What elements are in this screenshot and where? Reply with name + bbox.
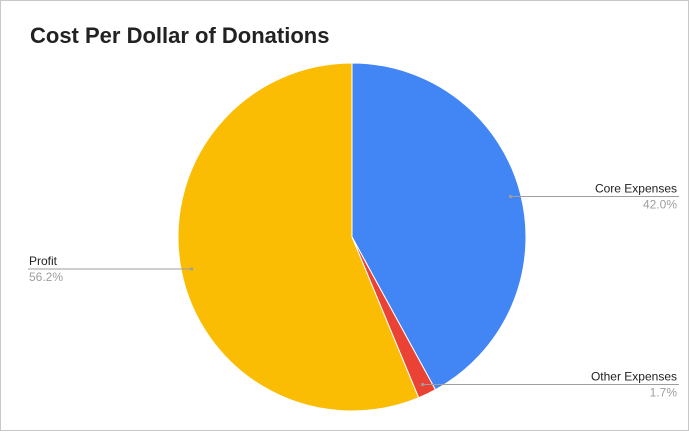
pie-slice-profit [177, 62, 420, 412]
slice-label-other-expenses: Other Expenses [591, 370, 677, 384]
slice-label-profit: Profit [29, 254, 58, 268]
chart-title: Cost Per Dollar of Donations [30, 23, 330, 48]
slice-value-core-expenses: 42.0% [643, 198, 677, 212]
slice-value-profit: 56.2% [29, 270, 63, 284]
slice-value-other-expenses: 1.7% [650, 386, 678, 400]
slice-label-core-expenses: Core Expenses [595, 182, 677, 196]
pie-slice-core-expenses [351, 62, 527, 391]
